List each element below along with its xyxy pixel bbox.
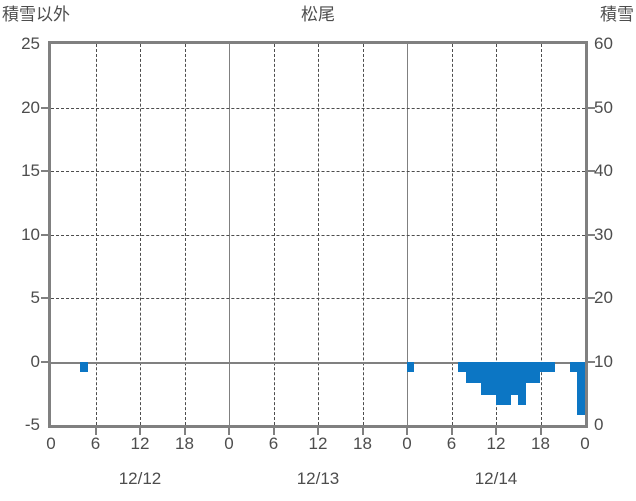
x-label: 0: [402, 434, 412, 453]
y-tick-right: [588, 170, 595, 172]
bar: [569, 361, 578, 373]
horizontal-gridline: [51, 171, 585, 172]
x-tick: [317, 428, 319, 435]
x-label: 6: [268, 434, 279, 453]
bar: [510, 361, 519, 395]
y-tick-right: [588, 233, 595, 236]
day-label: 12/12: [118, 469, 162, 488]
x-label: 0: [580, 434, 590, 453]
bar: [473, 361, 481, 384]
plot-inner: [51, 44, 585, 425]
horizontal-gridline: [51, 107, 585, 109]
x-tick: [139, 428, 141, 435]
bar: [488, 361, 496, 395]
bar: [547, 361, 556, 373]
x-tick: [539, 428, 542, 435]
y-label-left: -5: [24, 415, 40, 434]
y-tick-right: [588, 360, 595, 363]
zero-line: [51, 361, 585, 364]
y-label-left: 0: [30, 351, 40, 371]
y-label-right: 30: [594, 224, 613, 244]
x-label: 18: [175, 434, 194, 453]
chart-title: 松尾: [301, 5, 335, 24]
y-tick-left: [41, 106, 48, 109]
x-tick: [183, 428, 186, 435]
bar: [406, 361, 415, 373]
y-tick-left: [41, 233, 48, 236]
y-label-right: 0: [594, 415, 604, 434]
plot-area: [41, 41, 595, 435]
x-label: 12: [308, 434, 328, 453]
day-label: 12/14: [474, 469, 518, 488]
horizontal-gridline: [51, 298, 585, 299]
right-axis-title: 積雪: [600, 5, 634, 24]
y-label-left: 25: [21, 34, 40, 53]
bar: [465, 361, 474, 384]
y-label-right: 50: [594, 97, 613, 117]
x-label: 6: [90, 434, 101, 453]
y-tick-left: [41, 170, 48, 172]
x-tick: [228, 428, 230, 435]
bar: [480, 361, 489, 395]
bar: [502, 361, 511, 405]
x-label: 12: [130, 434, 150, 453]
x-label: 18: [353, 434, 372, 453]
day-label: 12/13: [296, 469, 340, 488]
y-tick-right: [588, 106, 595, 109]
x-label: 0: [46, 434, 56, 453]
y-label-left: 15: [21, 161, 40, 180]
bar: [517, 361, 526, 405]
x-label: 6: [446, 434, 457, 453]
x-tick: [450, 428, 453, 435]
y-label-right: 10: [594, 351, 613, 371]
bar: [495, 361, 504, 405]
x-tick: [94, 428, 97, 435]
y-tick-left: [41, 297, 48, 299]
x-tick: [495, 428, 497, 435]
x-tick: [361, 428, 364, 435]
y-tick-right: [588, 297, 595, 299]
horizontal-gridline: [51, 234, 585, 236]
y-label-left: 20: [21, 97, 40, 117]
bar: [577, 361, 585, 415]
bar: [458, 361, 467, 373]
x-tick: [272, 428, 275, 435]
bar: [540, 361, 548, 373]
y-label-right: 20: [594, 288, 613, 307]
x-tick: [406, 428, 408, 435]
y-label-left: 10: [21, 224, 40, 244]
y-tick-left: [41, 360, 48, 363]
x-label: 0: [224, 434, 234, 453]
left-axis-title: 積雪以外: [2, 5, 70, 24]
y-label-right: 40: [594, 161, 613, 180]
bar: [80, 361, 88, 373]
bar: [525, 361, 533, 384]
x-label: 12: [486, 434, 506, 453]
bar: [532, 361, 541, 384]
x-label: 18: [531, 434, 550, 453]
y-label-right: 60: [594, 34, 613, 53]
y-label-left: 5: [30, 288, 40, 307]
